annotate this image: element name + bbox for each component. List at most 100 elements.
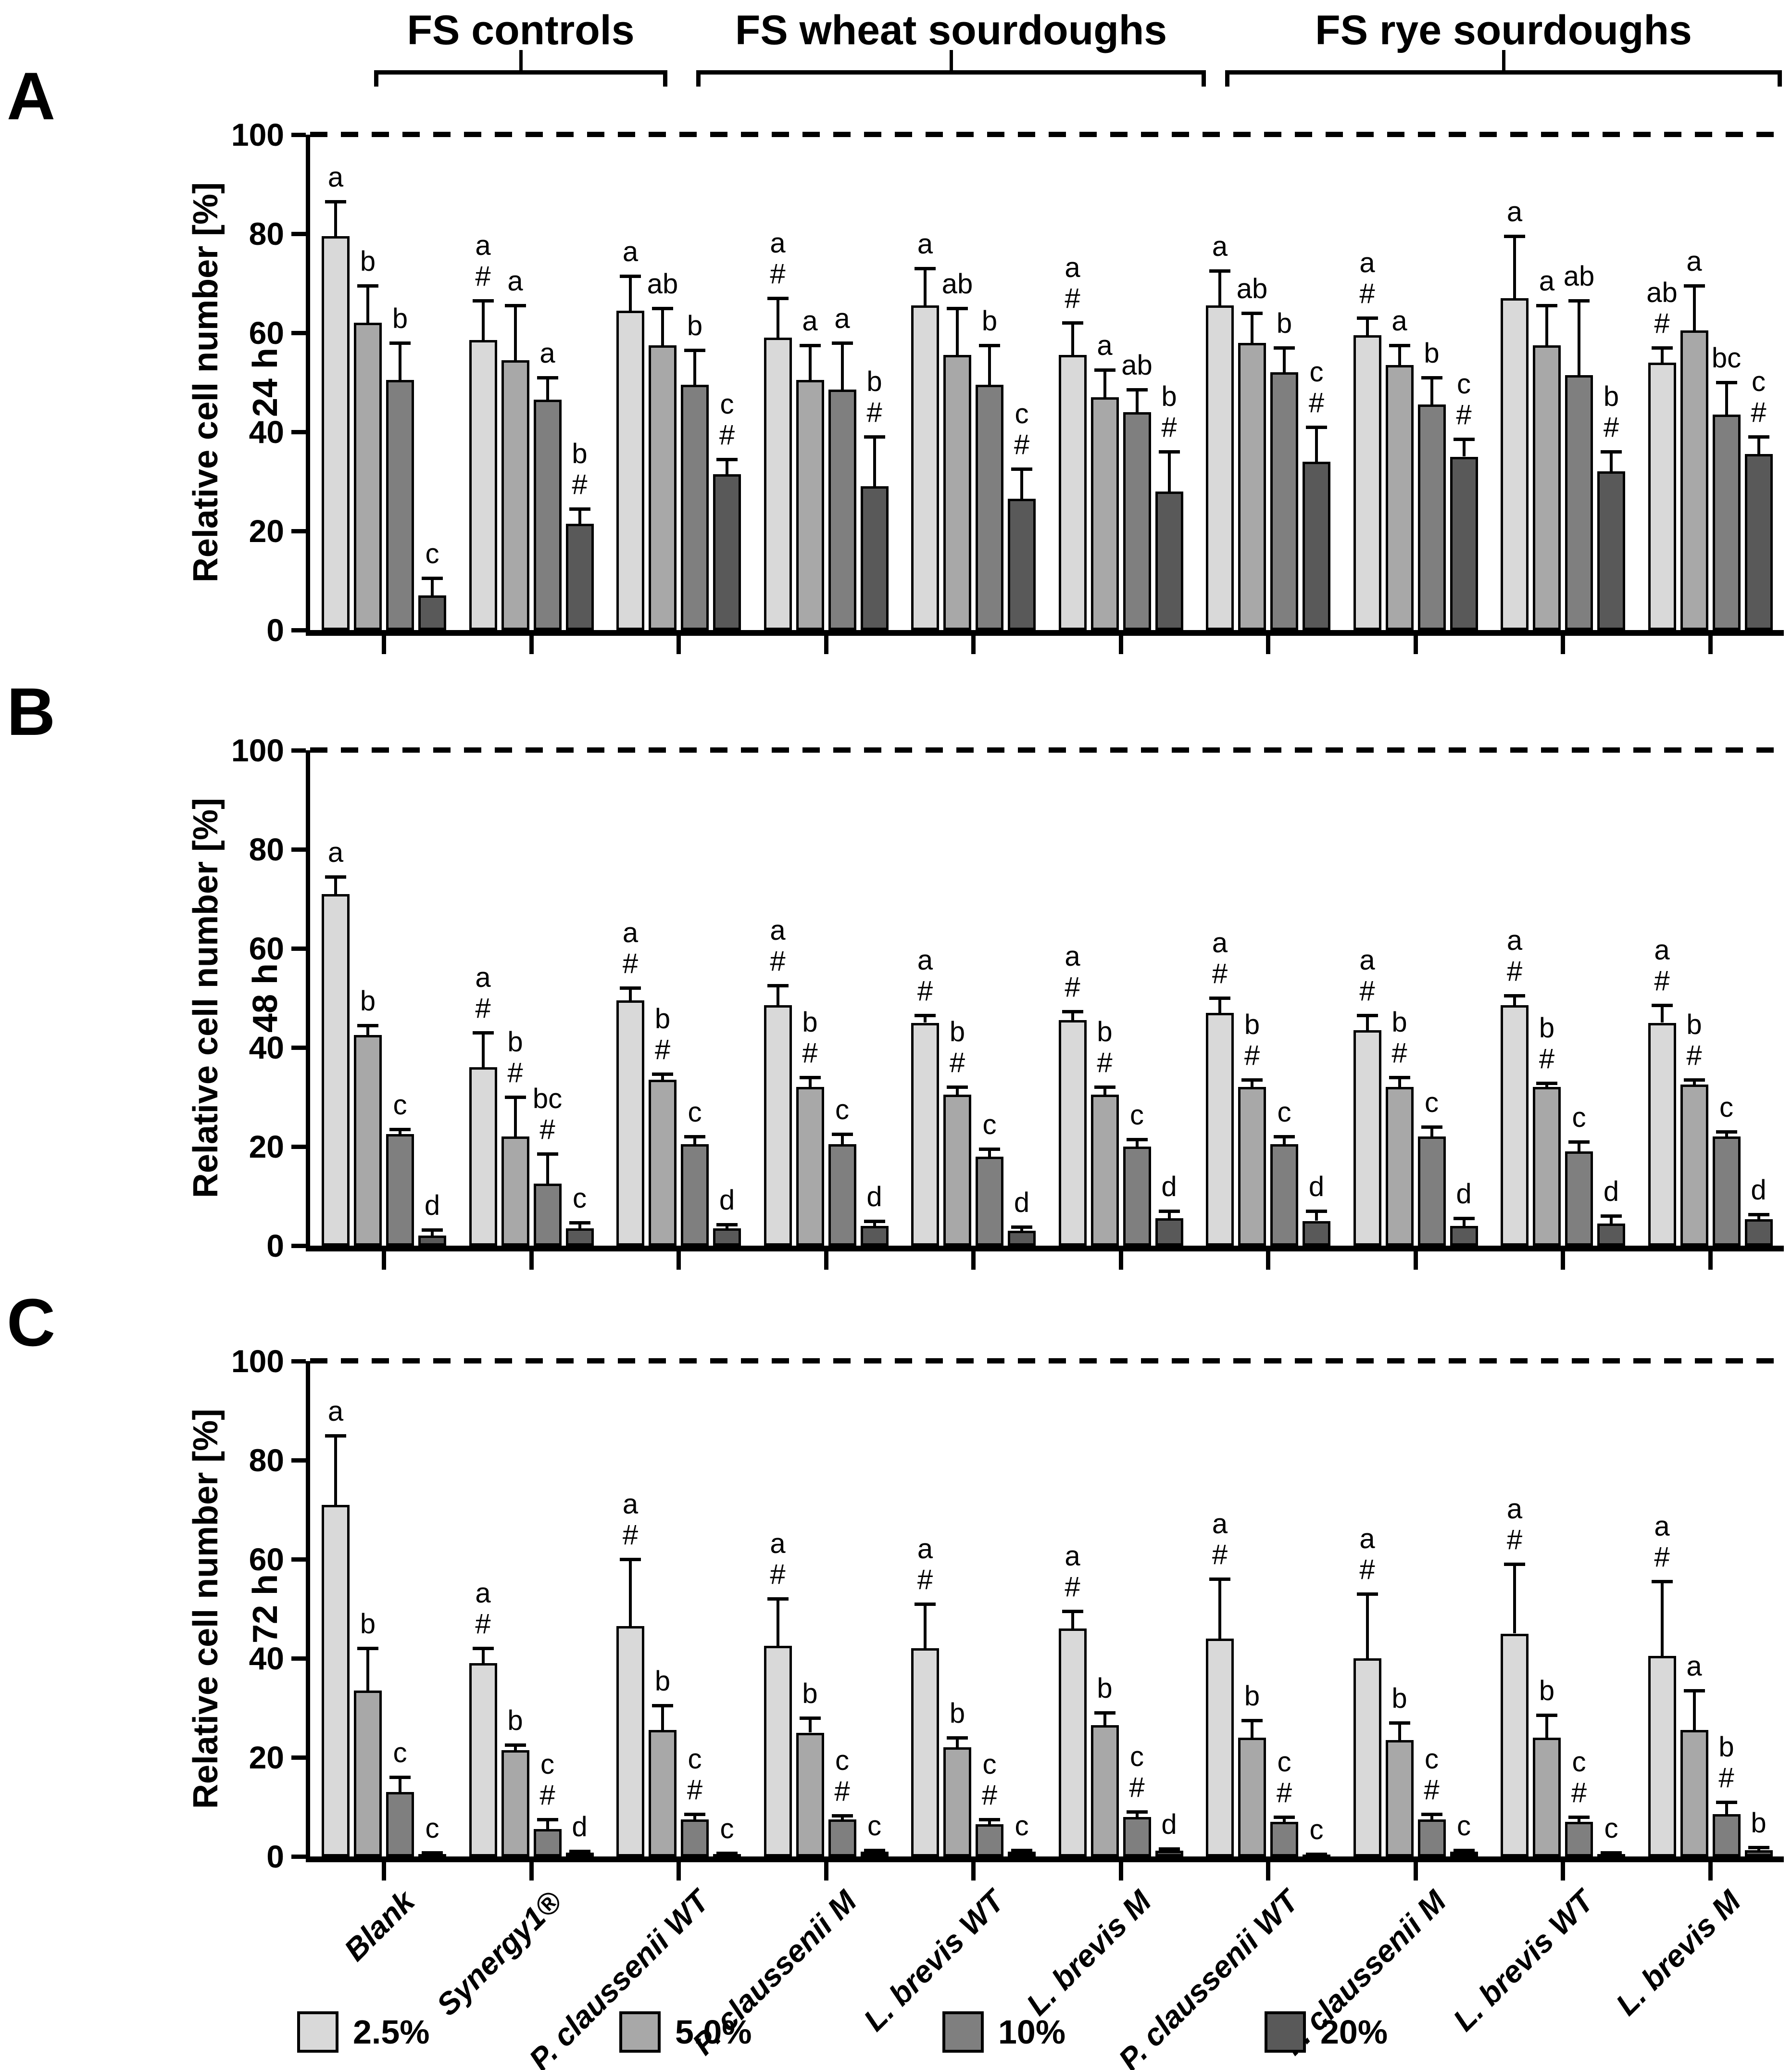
bar [1680,1085,1708,1246]
error-bar-cap [1421,1125,1442,1129]
bar [1680,330,1708,630]
x-axis-tick [1118,636,1123,654]
bar [501,1136,529,1246]
bar [322,236,350,630]
significance-label: b [802,1678,818,1709]
significance-label: c [393,1737,407,1769]
bar [1238,1087,1266,1246]
error-bar-cap [716,457,738,461]
x-axis-tick [1561,636,1566,654]
x-axis-tick [1708,636,1713,654]
y-tick-label: 60 [249,315,284,351]
significance-label: a [1539,265,1555,297]
y-tick-label: 20 [249,513,284,549]
section-header: FS controls [407,7,635,53]
bar [1090,1094,1119,1246]
bar [418,1236,446,1246]
x-axis-tick [382,1862,387,1881]
error-bar [1757,437,1760,454]
x-axis-tick [1561,1251,1566,1270]
bar [1648,1655,1676,1856]
error-bar [776,298,779,338]
error-bar-cap [684,1813,705,1817]
error-bar-cap [1683,1078,1705,1082]
bar [1597,1854,1625,1859]
bar [1353,1658,1381,1856]
x-axis-tick [677,636,681,654]
error-bar [1167,1211,1171,1219]
error-bar-cap [1241,311,1263,315]
bar [1123,1817,1151,1856]
error-bar-cap [1062,1610,1083,1614]
x-axis-tick [1708,1251,1713,1270]
error-bar-cap [569,1221,590,1224]
error-bar [1398,1722,1401,1740]
error-bar-cap [422,576,443,580]
bar [565,1852,594,1857]
error-bar-cap [979,1818,1000,1821]
reference-line-100 [310,132,1784,137]
error-bar-cap [1568,299,1590,303]
significance-label: ab [1121,350,1153,381]
error-bar [481,1033,485,1068]
y-axis-tick [291,1755,306,1760]
y-tick-label: 80 [249,1442,284,1478]
error-bar-cap [422,1228,443,1232]
error-bar-cap [620,274,641,278]
error-bar [334,876,337,894]
error-bar [431,1230,434,1236]
bar [1501,1005,1529,1246]
error-bar [840,1134,844,1144]
bar [1008,1231,1036,1246]
significance-label: a # [1359,945,1375,1007]
bar [1501,298,1529,630]
section-bracket [1225,70,1782,75]
error-bar-cap [1568,1140,1590,1144]
error-bar [629,1559,632,1627]
x-category-label: Synergy1® [430,1883,569,2022]
error-bar-cap [684,1135,705,1139]
error-bar [1315,1211,1318,1221]
bar [1565,1151,1593,1246]
x-axis-tick [971,636,976,654]
significance-label: b # [1391,1006,1407,1069]
error-bar [873,437,876,487]
error-bar-cap [504,1743,526,1747]
bar [533,400,562,630]
significance-label: c # [539,1748,555,1811]
significance-label: a # [770,227,786,290]
significance-label: a # [917,945,933,1007]
error-bar-cap [422,1851,443,1855]
error-bar [1513,995,1516,1006]
error-bar [1610,452,1613,472]
error-bar-cap [947,1736,968,1740]
significance-label: a # [1212,1508,1228,1571]
error-bar-cap [947,306,968,310]
y-axis-tick [291,748,306,753]
y-axis-tick [291,331,306,335]
x-axis-tick [824,636,828,654]
error-bar-cap [1389,1075,1410,1079]
bar [1533,345,1561,630]
significance-label: d [1456,1178,1472,1210]
error-bar-cap [537,1818,558,1821]
y-tick-label: 40 [249,1641,284,1676]
significance-label: c [425,1812,439,1844]
error-bar-cap [767,984,789,988]
bar [1501,1633,1529,1856]
error-bar-cap [979,1148,1000,1151]
significance-label: b # [802,1006,818,1069]
bar [860,1225,889,1246]
error-bar [1660,347,1664,363]
error-bar [431,578,434,595]
x-axis-line [306,630,1784,636]
bar [911,305,939,630]
y-axis-tick [291,1244,306,1248]
significance-label: a # [770,1528,786,1590]
significance-label: b # [1718,1731,1734,1793]
error-bar [808,345,812,380]
section-bracket [696,70,1206,75]
significance-label: a # [1065,252,1080,315]
significance-label: a # [1654,1511,1670,1573]
x-axis-tick [1413,1251,1418,1270]
